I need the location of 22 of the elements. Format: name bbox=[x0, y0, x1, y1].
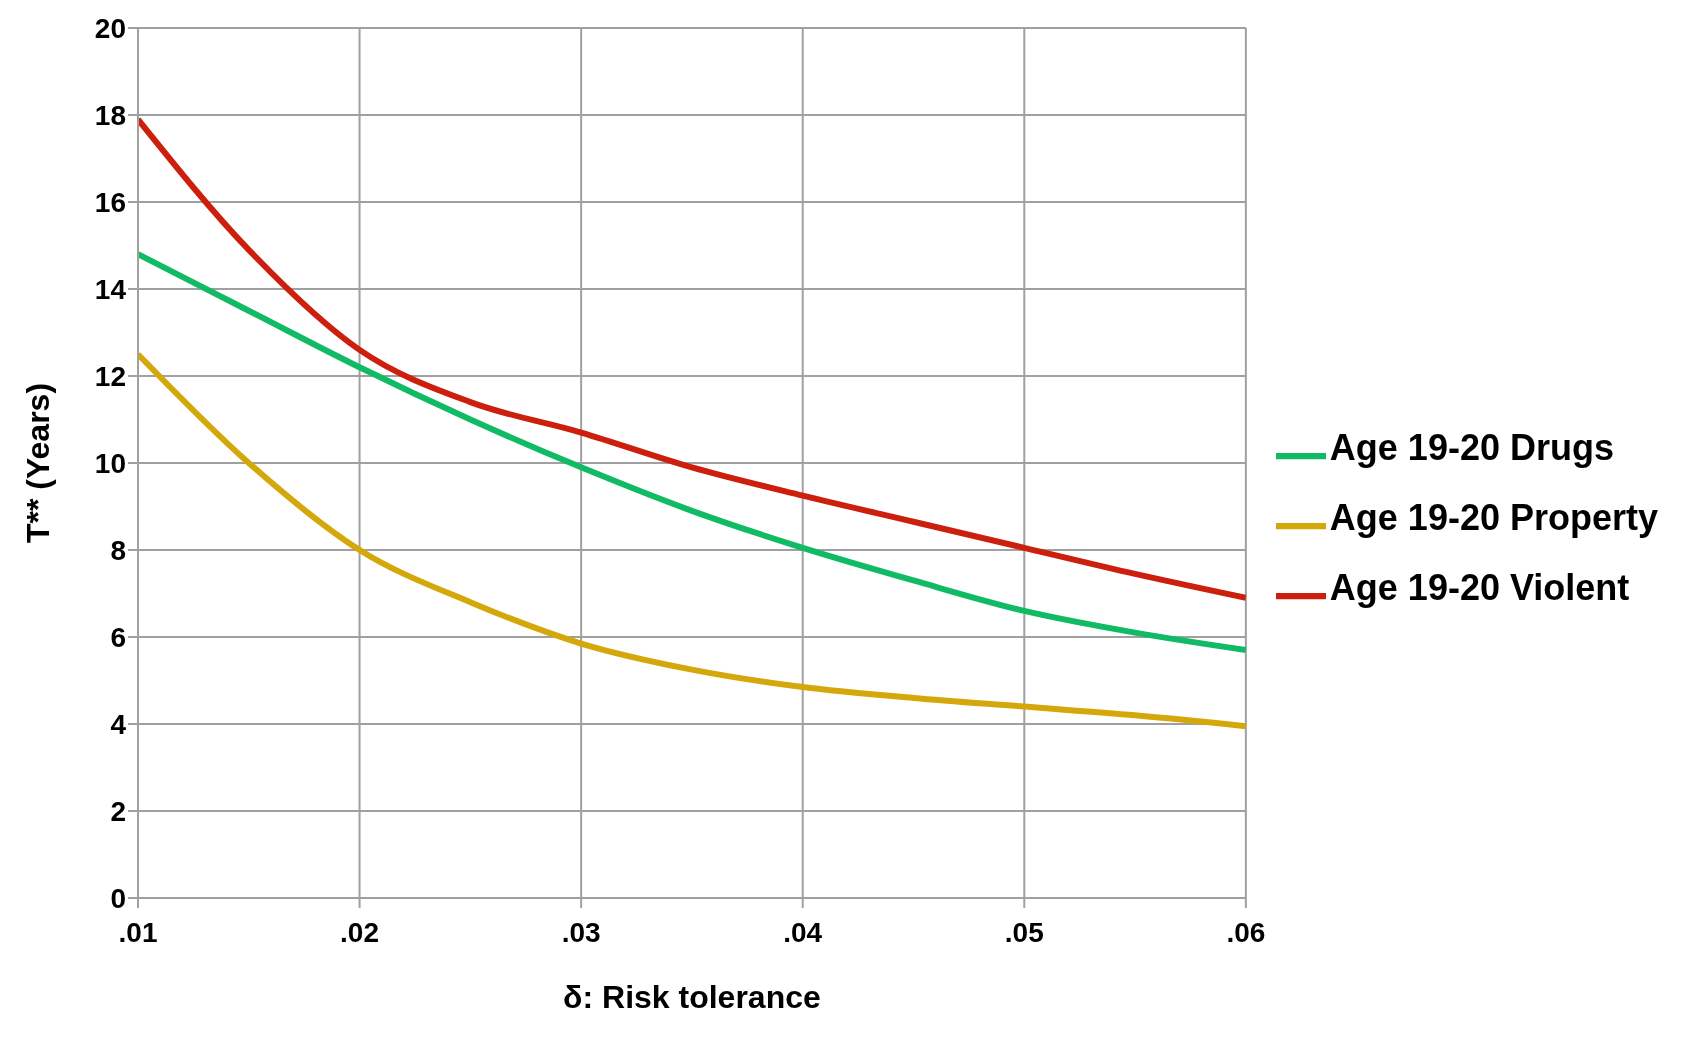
y-tick-label: 10 bbox=[94, 447, 126, 479]
x-tick-label: .03 bbox=[561, 916, 601, 948]
y-tick-label: 8 bbox=[110, 534, 126, 566]
x-tick-label: .01 bbox=[118, 916, 158, 948]
y-tick-label: 16 bbox=[94, 186, 126, 218]
y-tick-label: 18 bbox=[94, 99, 126, 131]
y-tick-label: 4 bbox=[110, 708, 127, 740]
x-tick-label: .06 bbox=[1226, 916, 1266, 948]
y-tick-label: 2 bbox=[110, 795, 126, 827]
legend-label: Age 19-20 Drugs bbox=[1329, 427, 1614, 468]
y-tick-label: 14 bbox=[94, 273, 127, 305]
legend-label: Age 19-20 Violent bbox=[1329, 567, 1630, 608]
x-tick-label: .04 bbox=[783, 916, 823, 948]
y-axis-title: T** (Years) bbox=[20, 382, 57, 544]
y-tick-label: 6 bbox=[110, 621, 126, 653]
x-tick-label: .02 bbox=[340, 916, 380, 948]
legend-label: Age 19-20 Property bbox=[1329, 497, 1658, 538]
y-tick-label: 12 bbox=[94, 360, 126, 392]
x-tick-label: .05 bbox=[1004, 916, 1044, 948]
y-tick-label: 0 bbox=[110, 882, 126, 914]
y-tick-label: 20 bbox=[94, 12, 126, 44]
x-axis-title: δ: Risk tolerance bbox=[563, 979, 821, 1015]
